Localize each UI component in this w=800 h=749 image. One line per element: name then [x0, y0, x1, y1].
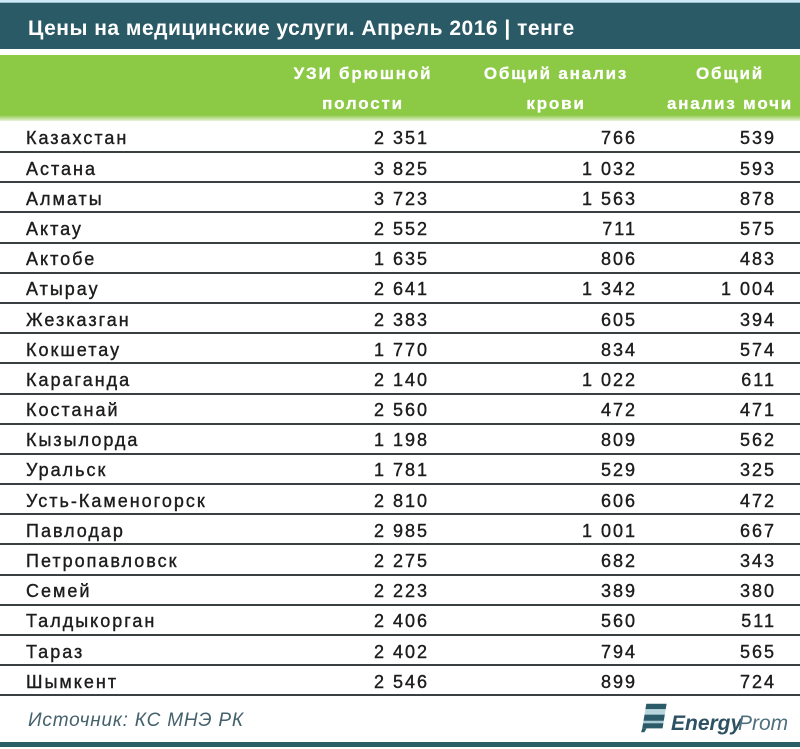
svg-text:Prom: Prom: [738, 712, 788, 735]
svg-text:Energy: Energy: [671, 712, 744, 735]
